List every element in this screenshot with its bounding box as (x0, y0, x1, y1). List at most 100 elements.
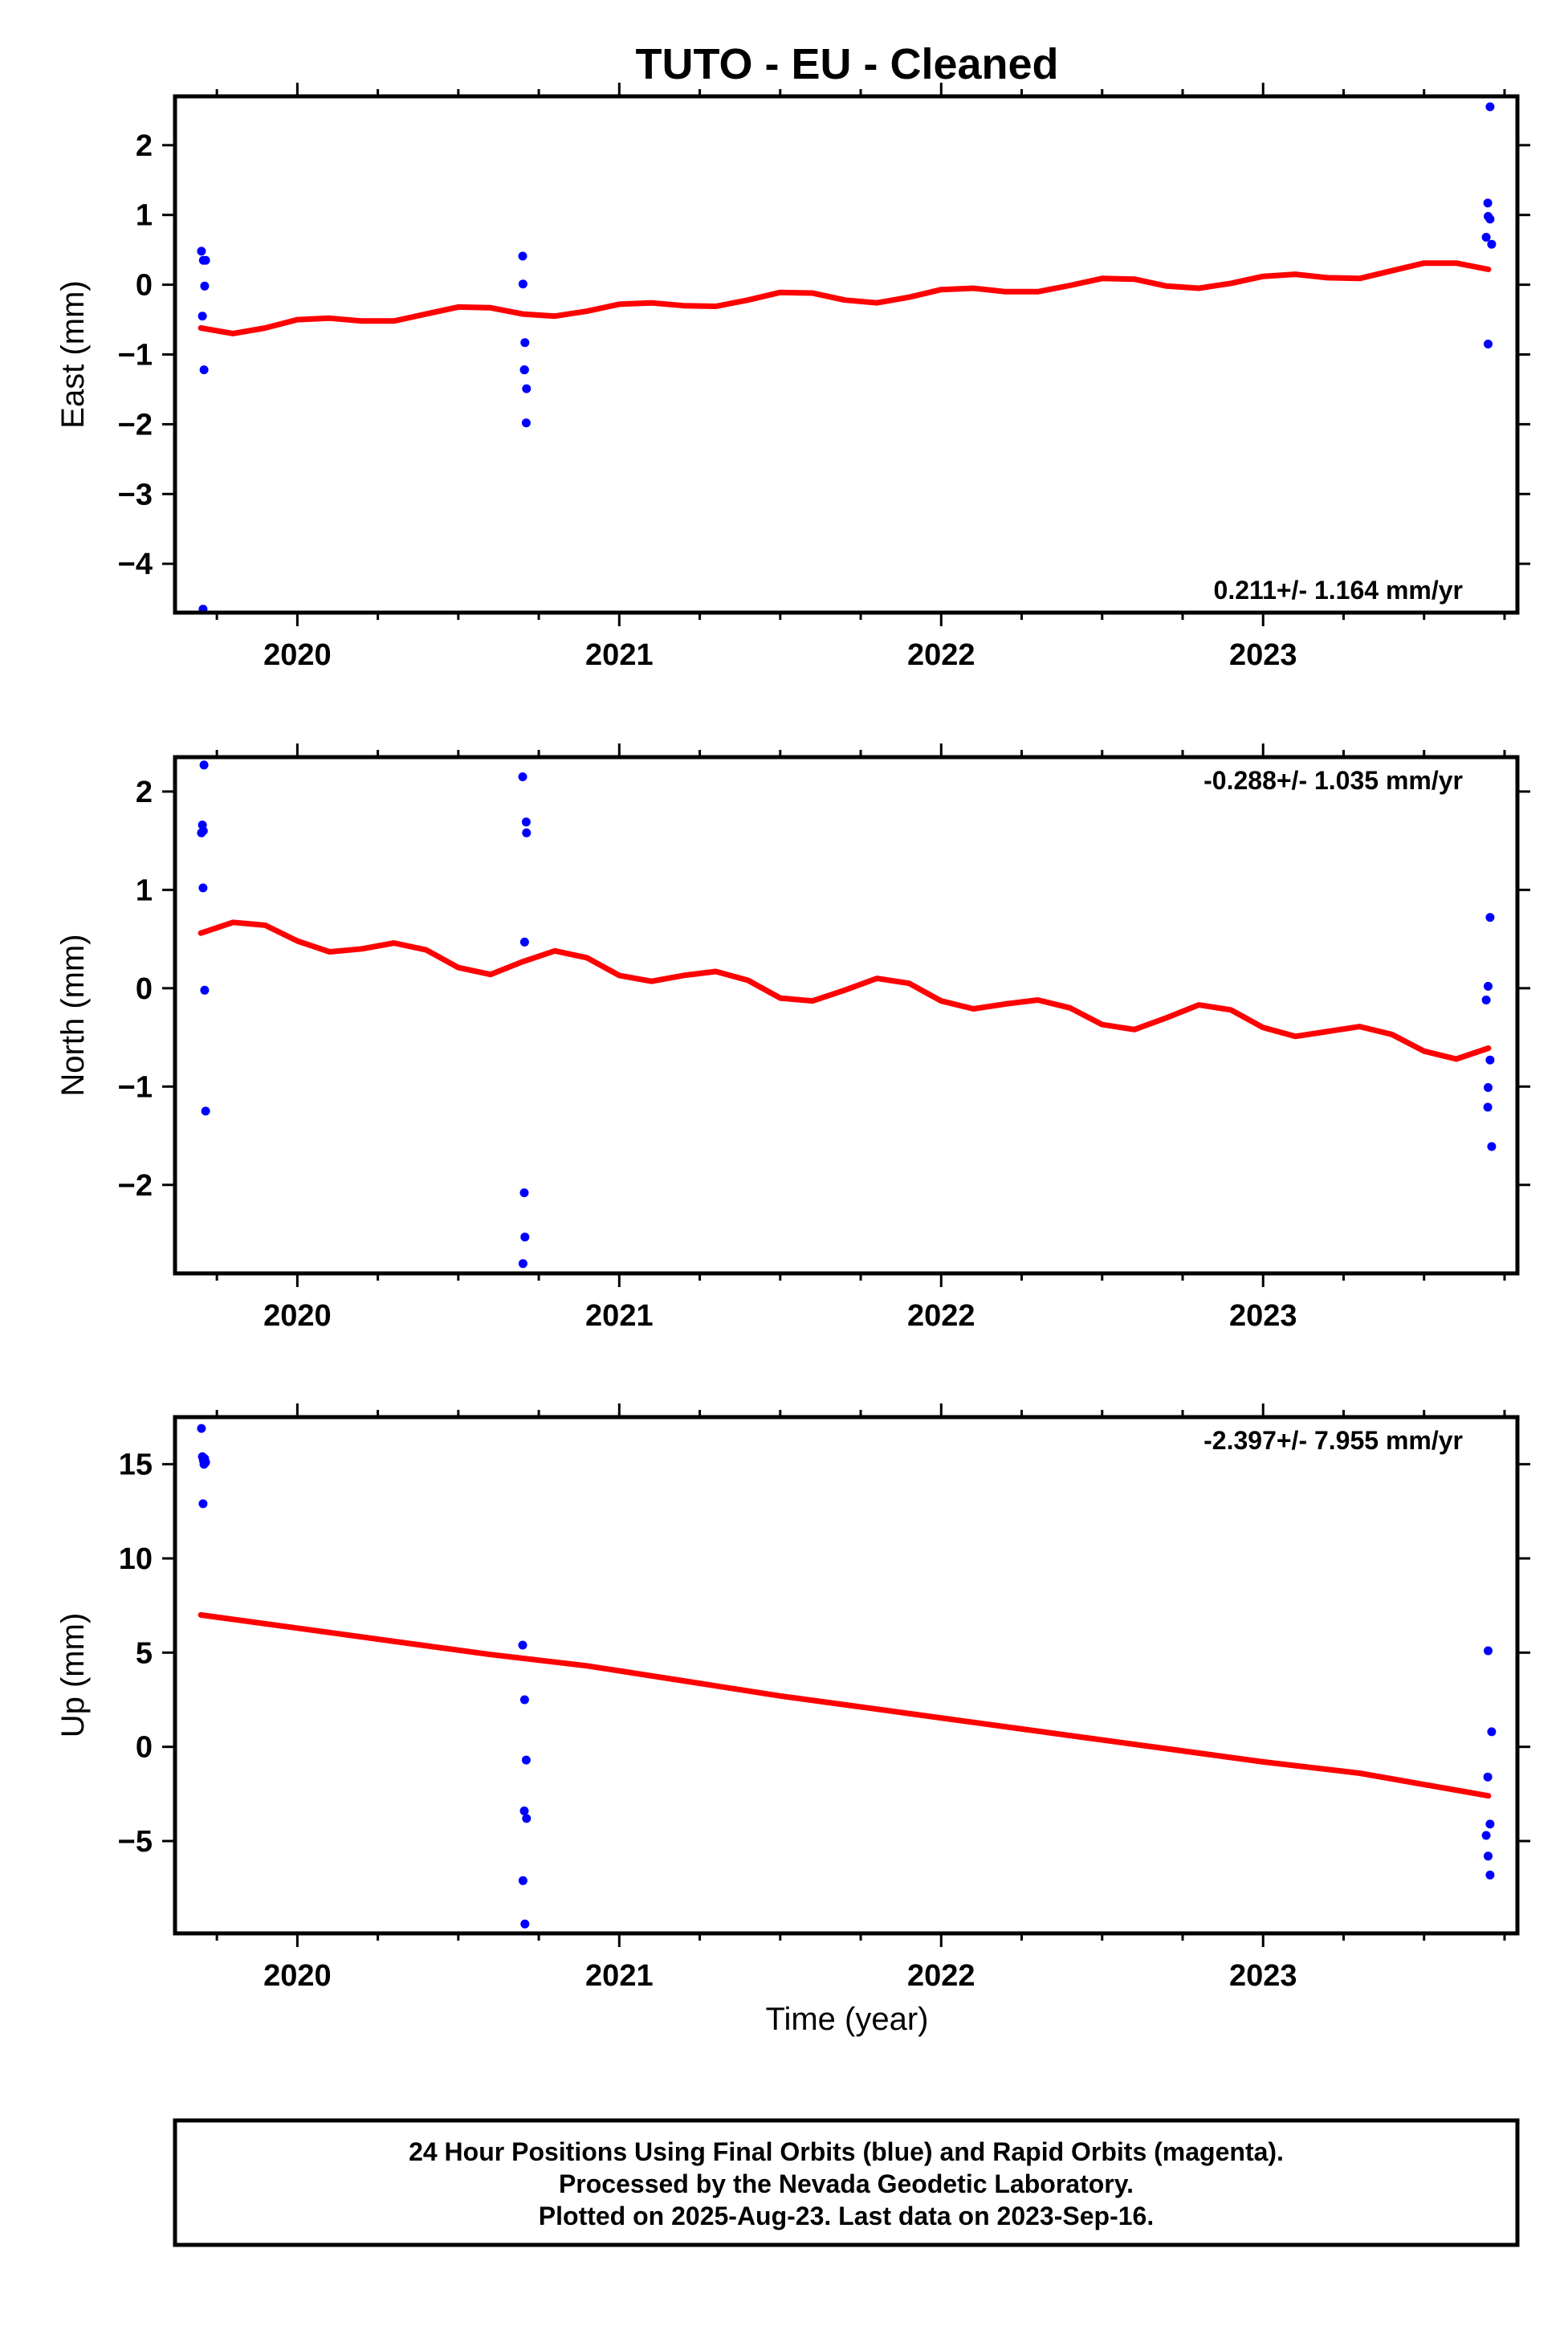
east-x-tick-label: 2020 (263, 638, 332, 672)
up-y-tick-label: 0 (136, 1731, 153, 1765)
north-fit-line (198, 919, 1492, 1062)
east-x-tick-label: 2022 (907, 638, 975, 672)
east-plot-frame (173, 94, 1520, 615)
east-data-point (198, 312, 207, 321)
north-x-tick-label: 2021 (585, 1299, 654, 1333)
up-data-point (1484, 1646, 1493, 1656)
east-data-point (200, 281, 210, 291)
north-y-tick-label: 1 (136, 874, 153, 907)
north-data-point (1484, 981, 1493, 991)
up-data-point (198, 1456, 208, 1465)
up-fit-line (198, 1611, 1492, 1799)
east-data-point (1483, 198, 1493, 208)
east-data-point (520, 338, 530, 348)
north-y-tick-label: −1 (118, 1070, 153, 1104)
east-data-point (519, 365, 529, 375)
north-plot-frame (173, 755, 1520, 1276)
east-x-tick-label: 2023 (1229, 638, 1297, 672)
north-data-point (198, 826, 208, 836)
up-rate-label: -2.397+/- 7.955 mm/yr (1203, 1426, 1463, 1455)
up-y-tick-label: 15 (119, 1448, 153, 1482)
up-y-axis-label: Up (mm) (55, 1613, 91, 1738)
figure-title: TUTO - EU - Cleaned (635, 40, 1058, 88)
north-data-point (1484, 1083, 1493, 1092)
x-axis-label: Time (year) (766, 2002, 929, 2037)
east-data-point (1487, 239, 1497, 249)
up-x-tick-label: 2023 (1229, 1959, 1297, 1993)
up-data-point (521, 1755, 531, 1765)
north-data-point (198, 883, 208, 893)
up-data-point (1487, 1727, 1497, 1737)
north-x-tick-label: 2022 (907, 1299, 975, 1333)
east-data-point (197, 246, 206, 256)
north-data-point (518, 772, 527, 781)
east-y-tick-label: −4 (118, 548, 153, 581)
up-plot-frame (173, 1415, 1520, 1936)
up-data-point (1485, 1819, 1495, 1829)
footer-frame (173, 2118, 1520, 2247)
east-data-point (1484, 212, 1493, 221)
north-x-tick-label: 2023 (1229, 1299, 1297, 1333)
north-x-tick-label: 2020 (263, 1299, 332, 1333)
east-y-tick-label: −1 (118, 339, 153, 373)
footer-line-2: Processed by the Nevada Geodetic Laborat… (559, 2169, 1134, 2198)
north-data-point (518, 1259, 527, 1269)
north-data-point (519, 1188, 529, 1198)
up-data-point (518, 1640, 527, 1650)
north-y-axis-label: North (mm) (55, 934, 91, 1096)
north-data-point (1483, 1102, 1493, 1112)
east-data-point (1481, 233, 1491, 242)
up-data-point (519, 1807, 529, 1815)
up-data-point (519, 1695, 529, 1705)
north-data-point (200, 985, 210, 995)
up-x-tick-label: 2022 (907, 1959, 975, 1993)
east-y-tick-label: 2 (136, 129, 153, 163)
east-fit-line (198, 260, 1492, 336)
east-data-point (518, 279, 527, 289)
up-x-tick-label: 2021 (585, 1959, 654, 1993)
north-y-tick-label: 0 (136, 972, 153, 1006)
north-data-point (521, 817, 531, 827)
up-data-point (1481, 1831, 1491, 1840)
east-data-point (1485, 102, 1495, 112)
north-panel: 2020 2021 2022 2023 −2 −1 0 1 2 North (mm) -0.288+… (55, 743, 1530, 1333)
up-data-point (1484, 1851, 1493, 1861)
up-data-point (522, 1814, 531, 1823)
east-data-point (518, 251, 527, 261)
north-data-point (520, 1232, 530, 1242)
up-data-point (197, 1424, 206, 1433)
east-data-point (1484, 340, 1493, 348)
east-x-tick-label: 2021 (585, 638, 654, 672)
east-y-tick-label: 1 (136, 199, 153, 233)
north-data-point (199, 760, 209, 770)
up-panel: 2020 2021 2022 2023 −5 0 5 10 15 Up (mm) -2.397+/-… (55, 1403, 1530, 1993)
north-data-point (1485, 913, 1495, 923)
east-data-point (521, 418, 531, 428)
north-data-point (519, 937, 529, 947)
up-y-tick-label: 5 (136, 1636, 153, 1670)
footer-line-3: Plotted on 2025-Aug-23. Last data on 202… (539, 2202, 1154, 2230)
north-data-point (1487, 1142, 1497, 1151)
footer-line-1: 24 Hour Positions Using Final Orbits (bl… (409, 2137, 1284, 2166)
north-data-point (522, 828, 531, 837)
up-y-tick-label: −5 (118, 1825, 153, 1859)
east-data-point (522, 384, 531, 393)
up-data-point (518, 1876, 527, 1885)
up-data-point (1483, 1772, 1493, 1782)
up-x-tick-label: 2020 (263, 1959, 332, 1993)
north-data-point (1481, 996, 1491, 1004)
north-rate-label: -0.288+/- 1.035 mm/yr (1203, 766, 1463, 795)
up-data-point (520, 1919, 530, 1929)
north-data-point (1485, 1055, 1495, 1065)
up-data-point (198, 1499, 208, 1509)
north-y-tick-label: −2 (118, 1169, 153, 1203)
east-y-tick-label: −3 (118, 478, 153, 511)
footer-box: 24 Hour Positions Using Final Orbits (bl… (173, 2118, 1520, 2247)
north-y-tick-label: 2 (136, 776, 153, 809)
east-data-point (198, 255, 208, 265)
north-data-point (201, 1106, 210, 1116)
east-panel: 2020 2021 2022 2023 −4 −3 −2 −1 0 1 2 East (mm) 0.21… (55, 83, 1530, 672)
east-rate-label: 0.211+/- 1.164 mm/yr (1214, 576, 1463, 605)
